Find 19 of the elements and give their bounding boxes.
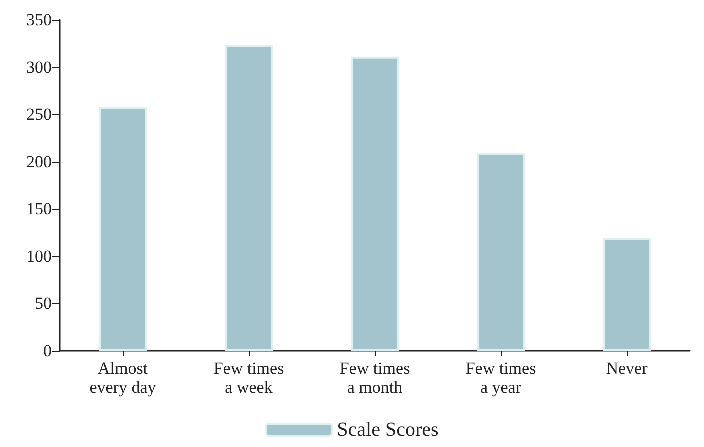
y-tick-label: 200	[26, 152, 52, 172]
y-tick-label: 350	[26, 10, 52, 30]
y-tick-label: 100	[26, 246, 52, 266]
bar	[99, 107, 147, 351]
x-tick-label: Almost every day	[90, 359, 157, 397]
y-tick-label: 0	[44, 342, 52, 360]
y-tick-label: 150	[26, 200, 52, 219]
bar	[225, 46, 273, 351]
x-tick-label: Few times a month	[340, 359, 410, 397]
x-tick-label: Never	[606, 359, 648, 378]
x-tick-label: Few times a year	[466, 359, 536, 397]
bar	[351, 56, 399, 351]
x-tick-label: Few times a week	[214, 359, 284, 397]
bar	[477, 153, 525, 351]
y-tick-label: 250	[26, 105, 52, 124]
y-tick-label: 300	[26, 58, 52, 77]
bar	[603, 238, 651, 351]
y-tick-label: 50	[35, 294, 52, 314]
legend-label: Scale Scores	[337, 419, 440, 441]
